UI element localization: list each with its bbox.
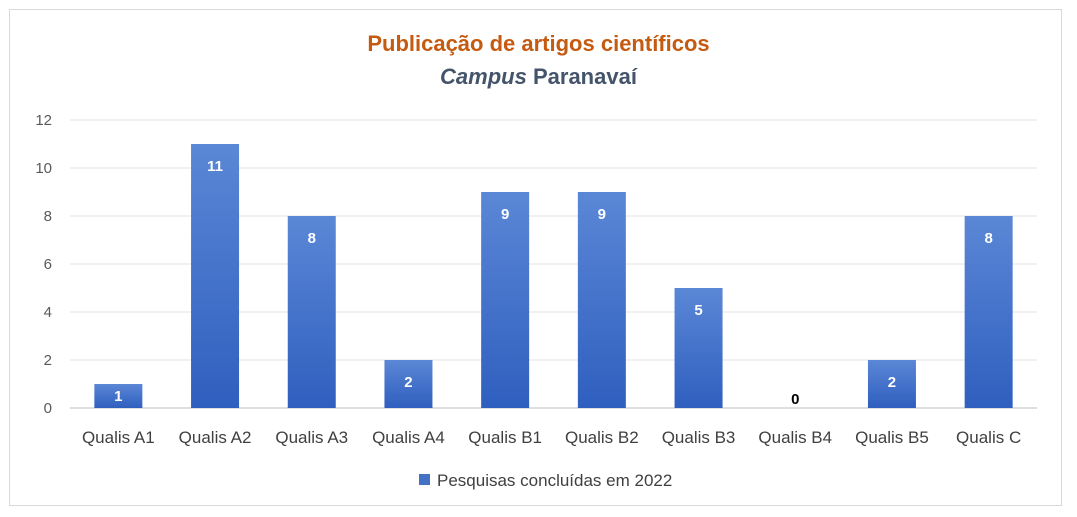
y-tick-label: 2 (44, 352, 52, 369)
chart-frame (9, 9, 1062, 506)
y-tick-label: 8 (44, 208, 52, 225)
x-tick-label: Qualis B1 (468, 428, 542, 447)
data-label: 1 (114, 388, 122, 405)
legend: Pesquisas concluídas em 2022 (419, 471, 672, 490)
x-tick-label: Qualis A4 (372, 428, 445, 447)
data-label: 5 (694, 302, 702, 319)
data-label: 0 (791, 391, 799, 408)
bar (287, 216, 336, 408)
legend-swatch (419, 474, 430, 485)
bar (94, 384, 143, 408)
data-label: 9 (598, 206, 606, 223)
bar (867, 360, 916, 408)
bar (191, 144, 240, 408)
y-axis: 0 2 4 6 8 10 12 (35, 112, 52, 417)
x-tick-label: Qualis A3 (275, 428, 348, 447)
y-tick-label: 6 (44, 256, 52, 273)
data-label: 2 (404, 374, 412, 391)
y-tick-label: 4 (44, 304, 52, 321)
chart-title: Publicação de artigos científicos (367, 31, 710, 56)
bar (481, 192, 530, 408)
data-label: 2 (888, 374, 896, 391)
y-tick-label: 0 (44, 400, 52, 417)
x-tick-label: Qualis B3 (662, 428, 736, 447)
bar (964, 216, 1013, 408)
x-tick-label: Qualis A2 (179, 428, 252, 447)
legend-label: Pesquisas concluídas em 2022 (437, 471, 672, 490)
chart-subtitle: Campus Paranavaí (0, 64, 1077, 90)
data-label: 11 (207, 158, 223, 175)
data-label: 8 (308, 230, 316, 247)
x-tick-label: Qualis A1 (82, 428, 155, 447)
y-tick-label: 12 (35, 112, 52, 129)
bar (384, 360, 433, 408)
x-axis: Qualis A1 Qualis A2 Qualis A3 Qualis A4 Qual… (82, 428, 1021, 447)
chart-subtitle-italic: Campus (440, 64, 527, 89)
bar (674, 288, 723, 408)
x-tick-label: Qualis B4 (758, 428, 832, 447)
data-label: 8 (984, 230, 992, 247)
chart-subtitle-rest: Paranavaí (532, 64, 637, 89)
x-tick-label: Qualis C (956, 428, 1021, 447)
bar (577, 192, 626, 408)
y-tick-label: 10 (35, 160, 52, 177)
x-tick-label: Qualis B2 (565, 428, 639, 447)
x-tick-label: Qualis B5 (855, 428, 929, 447)
data-label: 9 (501, 206, 509, 223)
